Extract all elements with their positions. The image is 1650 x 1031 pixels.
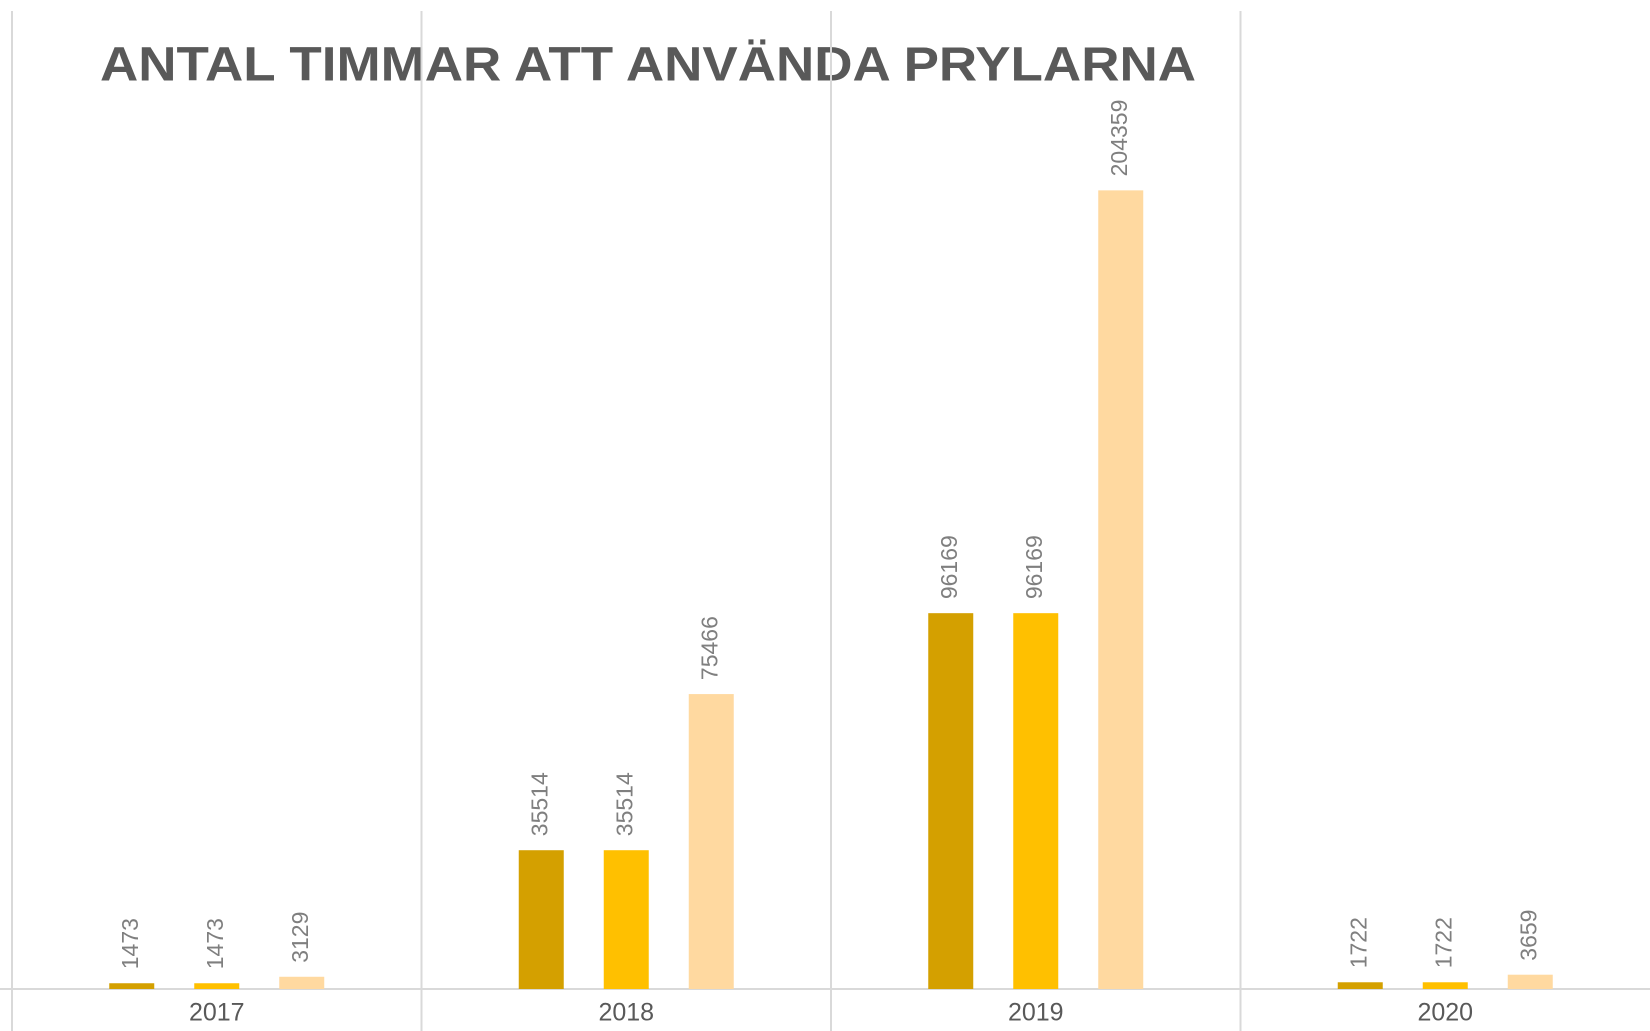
- value-label: 1722: [1430, 917, 1456, 968]
- value-label: 75466: [696, 616, 722, 680]
- value-label: 35514: [526, 772, 552, 836]
- bar: [928, 613, 974, 989]
- x-tick-label: 2020: [1417, 999, 1473, 1027]
- x-tick-label: 2018: [598, 999, 654, 1027]
- bar: [1013, 613, 1059, 989]
- x-tick-label: 2019: [1008, 999, 1064, 1027]
- bar: [603, 850, 649, 989]
- value-label: 96169: [936, 535, 962, 599]
- value-label: 96169: [1021, 535, 1047, 599]
- bar: [194, 983, 240, 989]
- bar: [1507, 974, 1553, 989]
- bar: [1337, 982, 1383, 989]
- value-label: 1722: [1345, 917, 1371, 968]
- value-label: 204359: [1106, 100, 1132, 177]
- value-label: 3659: [1515, 910, 1541, 961]
- value-label: 35514: [611, 772, 637, 836]
- bar: [279, 976, 325, 989]
- bar: [1422, 982, 1468, 989]
- value-label: 1473: [202, 918, 228, 969]
- bar: [518, 850, 564, 989]
- bar: [109, 983, 155, 989]
- value-label: 1473: [117, 918, 143, 969]
- bar: [688, 694, 734, 989]
- bar: [1098, 190, 1144, 990]
- value-label: 3129: [287, 912, 313, 963]
- chart-title: ANTAL TIMMAR ATT ANVÄNDA PRYLARNA: [100, 39, 1196, 92]
- x-tick-label: 2017: [189, 999, 245, 1027]
